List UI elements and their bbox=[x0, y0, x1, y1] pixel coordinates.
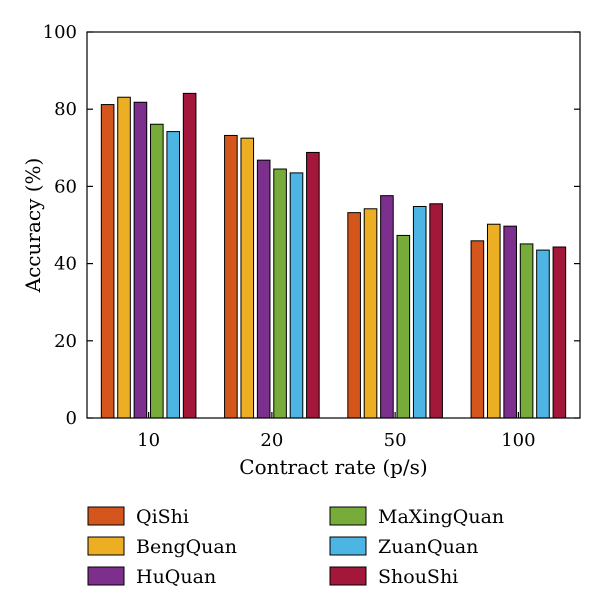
bar-zuanquan-10 bbox=[166, 131, 181, 419]
x-axis: 10 20 50 100 bbox=[137, 412, 536, 451]
bar-qishi-100 bbox=[470, 240, 485, 419]
x-tick-label: 20 bbox=[260, 430, 283, 451]
legend-swatch-maxingquan bbox=[329, 506, 367, 526]
bar-qishi-10 bbox=[100, 104, 115, 419]
x-tick-label: 50 bbox=[384, 430, 407, 451]
bar-maxingquan-10 bbox=[150, 123, 164, 419]
bar-shoushi-10 bbox=[182, 92, 197, 419]
legend-swatch-shoushi bbox=[329, 566, 367, 586]
y-tick-label: 0 bbox=[66, 408, 77, 429]
legend-label-bengquan: BengQuan bbox=[136, 536, 237, 558]
legend-swatch-huquan bbox=[87, 566, 125, 586]
x-tick-label: 100 bbox=[501, 430, 535, 451]
x-axis-label: Contract rate (p/s) bbox=[239, 455, 427, 479]
y-axis-label: Accuracy (%) bbox=[21, 158, 45, 294]
legend-label-huquan: HuQuan bbox=[136, 566, 216, 588]
bar-bengquan-100 bbox=[486, 223, 501, 419]
bar-bengquan-10 bbox=[117, 96, 131, 419]
bar-shoushi-20 bbox=[306, 151, 320, 419]
bar-maxingquan-100 bbox=[519, 243, 534, 419]
bar-qishi-50 bbox=[347, 212, 361, 419]
legend-swatch-bengquan bbox=[87, 536, 125, 556]
y-tick-label: 20 bbox=[54, 331, 77, 352]
bar-bengquan-50 bbox=[363, 208, 378, 419]
bar-maxingquan-20 bbox=[273, 168, 287, 419]
bar-bengquan-20 bbox=[240, 137, 255, 419]
legend-swatch-qishi bbox=[87, 506, 125, 526]
bar-huquan-50 bbox=[380, 195, 394, 419]
legend-label-maxingquan: MaXingQuan bbox=[378, 506, 504, 528]
bar-zuanquan-100 bbox=[536, 249, 550, 419]
bar-zuanquan-50 bbox=[412, 205, 427, 419]
bar-shoushi-50 bbox=[429, 203, 443, 419]
bar-maxingquan-50 bbox=[396, 234, 411, 419]
bars-layer bbox=[100, 92, 567, 419]
bar-huquan-20 bbox=[256, 159, 271, 419]
legend: QiShi BengQuan HuQuan MaXingQuan ZuanQuan Sho… bbox=[87, 506, 504, 588]
legend-swatch-zuanquan bbox=[329, 536, 367, 556]
y-axis: 0 20 40 60 80 100 bbox=[43, 22, 580, 429]
y-tick-label: 80 bbox=[54, 99, 77, 120]
bar-huquan-10 bbox=[133, 101, 148, 419]
y-tick-label: 40 bbox=[54, 254, 77, 275]
bar-zuanquan-20 bbox=[289, 172, 304, 419]
plot-frame bbox=[86, 31, 581, 419]
bar-huquan-100 bbox=[503, 225, 517, 419]
legend-label-shoushi: ShouShi bbox=[378, 566, 458, 588]
legend-label-qishi: QiShi bbox=[136, 506, 189, 528]
bar-qishi-20 bbox=[224, 134, 238, 419]
bar-shoushi-100 bbox=[552, 246, 567, 419]
x-tick-label: 10 bbox=[137, 430, 160, 451]
y-tick-label: 100 bbox=[43, 22, 77, 43]
y-tick-label: 60 bbox=[54, 176, 77, 197]
legend-label-zuanquan: ZuanQuan bbox=[378, 536, 478, 558]
